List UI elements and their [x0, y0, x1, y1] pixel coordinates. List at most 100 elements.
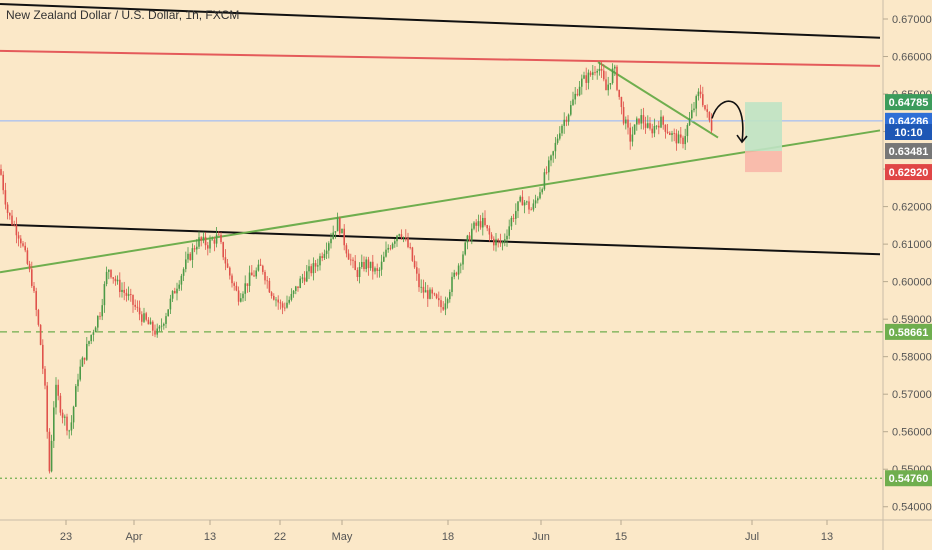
candle-body: [281, 303, 284, 308]
candle-body: [581, 78, 583, 87]
candle-body: [662, 116, 664, 125]
price-tag[interactable]: 0.64785: [885, 94, 932, 111]
candle-body: [460, 264, 462, 266]
candle-body: [446, 299, 449, 304]
candle-body: [59, 395, 62, 413]
price-tag-label: 0.54760: [889, 473, 929, 485]
candle-body: [299, 278, 301, 288]
price-tick-label: 0.57000: [892, 389, 932, 401]
candle-body: [158, 326, 161, 329]
candle-body: [407, 238, 409, 248]
candle-body: [17, 235, 20, 239]
candle-body: [387, 247, 389, 250]
candle-body: [112, 277, 114, 279]
candle-body: [442, 307, 444, 310]
candle-body: [97, 315, 99, 328]
candle-body: [422, 286, 425, 293]
trendlines[interactable]: [0, 3, 883, 479]
time-tick-label: 15: [615, 531, 627, 543]
candle-body: [55, 384, 57, 408]
candle-body: [44, 368, 46, 386]
trendline-0[interactable]: [0, 3, 881, 39]
price-tick-label: 0.56000: [892, 427, 932, 439]
candle-body: [587, 72, 590, 83]
candle-body: [259, 264, 262, 266]
candle-body: [633, 124, 636, 135]
candle-body: [409, 247, 411, 248]
candle-body: [526, 201, 528, 203]
candle-body: [537, 198, 539, 201]
candle-body: [132, 294, 134, 305]
forecast-arrow[interactable]: [711, 100, 748, 144]
candle-body: [292, 290, 295, 294]
candle-body: [466, 235, 469, 243]
long-position-tool[interactable]: [745, 102, 782, 173]
candle-body: [594, 72, 596, 74]
candle-body: [339, 217, 341, 234]
candle-body: [319, 256, 321, 266]
candle-body: [295, 286, 297, 291]
candle-body: [453, 272, 455, 277]
candle-body: [589, 72, 592, 75]
candle-body: [314, 263, 317, 267]
candle-body: [345, 245, 348, 254]
price-tag[interactable]: 0.58661: [885, 323, 932, 340]
candle-body: [61, 412, 64, 418]
price-tag[interactable]: 0.62920: [885, 164, 932, 181]
candle-body: [484, 217, 486, 226]
forecast-arrowhead[interactable]: [736, 134, 748, 144]
candle-body: [334, 231, 337, 233]
candle-body: [552, 151, 554, 156]
candle-body: [462, 254, 464, 265]
candle-body: [669, 132, 671, 136]
price-tick-label: 0.58000: [892, 352, 932, 364]
candle-body: [644, 123, 647, 128]
candle-body: [380, 261, 383, 270]
candle-body: [191, 248, 194, 260]
price-axis[interactable]: 0.670000.660000.650000.640000.630000.620…: [883, 14, 932, 514]
candle-body: [664, 124, 667, 132]
trendline-4[interactable]: [597, 61, 719, 139]
candle-body: [622, 107, 625, 124]
candle-body: [565, 119, 568, 122]
candle-body: [693, 108, 695, 111]
price-tag-label: 0.62920: [889, 167, 929, 179]
candle-body: [684, 136, 686, 145]
forecast-arrow-curve[interactable]: [711, 100, 744, 143]
candle-body: [94, 327, 97, 333]
candle-body: [695, 96, 697, 109]
stop-zone[interactable]: [745, 151, 782, 173]
candle-body: [145, 313, 147, 320]
price-tag[interactable]: 0.54760: [885, 470, 932, 487]
candle-body: [154, 330, 156, 335]
trendline-3[interactable]: [0, 129, 881, 274]
candle-body: [504, 239, 506, 242]
candle-body: [550, 155, 552, 161]
candle-body: [286, 302, 288, 308]
candle-body: [312, 263, 315, 274]
time-tick-label: May: [332, 531, 353, 543]
price-tag-bg: [885, 470, 932, 487]
price-tag[interactable]: 10:10: [885, 124, 932, 140]
candle-body: [530, 209, 532, 211]
candle-body: [92, 332, 95, 335]
candle-body: [297, 286, 299, 288]
candle-body: [649, 123, 651, 129]
candle-body: [176, 288, 178, 294]
time-axis[interactable]: 23 Apr 13 22 May 18 Jun 15 Jul 13: [60, 520, 833, 543]
price-tag[interactable]: 0.63481: [885, 143, 932, 160]
trendline-1[interactable]: [0, 49, 881, 67]
trendline-2[interactable]: [0, 223, 881, 256]
candle-body: [121, 289, 123, 292]
candle-body: [200, 237, 202, 241]
profit-zone[interactable]: [745, 102, 782, 152]
candle-body: [163, 323, 165, 326]
candle-body: [24, 245, 26, 251]
candle-body: [147, 319, 150, 325]
candle-body: [86, 343, 88, 360]
candle-body: [229, 267, 231, 276]
candle-body: [400, 234, 403, 238]
candle-body: [336, 217, 339, 232]
